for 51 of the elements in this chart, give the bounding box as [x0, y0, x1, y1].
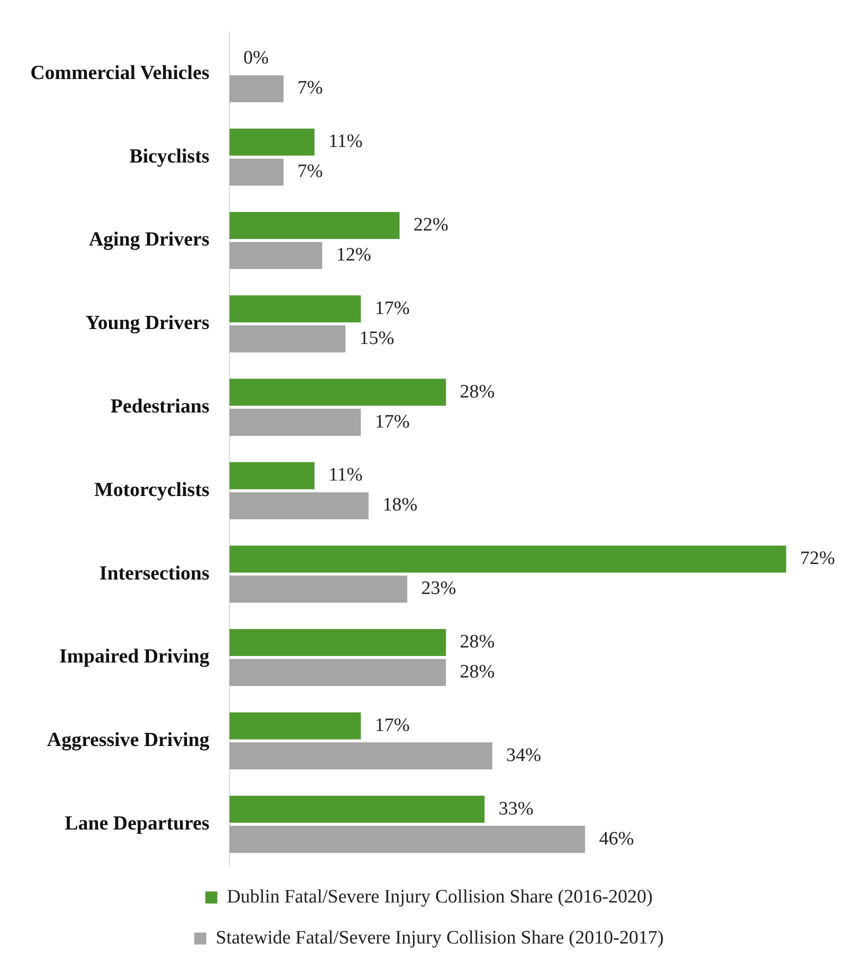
y-tick-label: Impaired Driving [59, 646, 210, 668]
data-label: 23% [421, 578, 456, 600]
bar [229, 212, 400, 239]
data-label: 72% [800, 548, 836, 570]
y-tick-label: Intersections [99, 562, 210, 584]
data-label: 22% [414, 214, 449, 236]
y-tick-label: Bicyclists [129, 145, 210, 168]
bar [229, 128, 314, 156]
bar [229, 378, 446, 406]
bar [229, 492, 369, 520]
data-label: 11% [328, 464, 363, 486]
bar [229, 295, 361, 322]
data-label: 17% [374, 411, 410, 432]
bar [229, 826, 586, 853]
data-label: 28% [460, 381, 495, 402]
bar [229, 325, 346, 352]
y-tick-label: Commercial Vehicles [30, 62, 210, 84]
data-label: 46% [599, 828, 634, 850]
y-tick-label: Motorcyclists [94, 478, 210, 501]
bar [229, 742, 492, 770]
y-tick-label: Aging Drivers [88, 228, 210, 251]
data-label: 34% [506, 744, 542, 766]
bar [229, 659, 446, 686]
data-label: 7% [298, 161, 324, 182]
bar [229, 712, 361, 740]
data-label: 0% [243, 48, 269, 69]
data-label: 12% [336, 244, 372, 266]
y-tick-label: Aggressive Driving [47, 729, 210, 752]
bar [229, 242, 322, 270]
y-tick-label: Young Drivers [86, 312, 210, 334]
bar [229, 408, 361, 436]
data-label: 17% [374, 298, 410, 319]
y-tick-label: Pedestrians [110, 395, 210, 418]
legend-label: Dublin Fatal/Severe Injury Collision Share (2016-2020) [226, 886, 653, 908]
data-label: 28% [460, 661, 495, 682]
bar [229, 796, 485, 823]
data-label: 11% [328, 131, 363, 152]
bar [229, 576, 408, 603]
data-label: 18% [382, 494, 418, 516]
legend-label: Statewide Fatal/Severe Injury Collision Share (2010-2017) [216, 927, 664, 948]
bar [229, 546, 786, 573]
y-tick-label: Lane Departures [64, 812, 210, 834]
data-label: 7% [298, 78, 324, 99]
data-label: 17% [374, 714, 410, 736]
bar [229, 158, 284, 186]
data-label: 15% [359, 328, 394, 349]
bar [229, 75, 284, 102]
bar [229, 628, 446, 656]
bar [229, 462, 314, 490]
data-label: 33% [498, 798, 534, 820]
data-label: 28% [460, 631, 495, 652]
